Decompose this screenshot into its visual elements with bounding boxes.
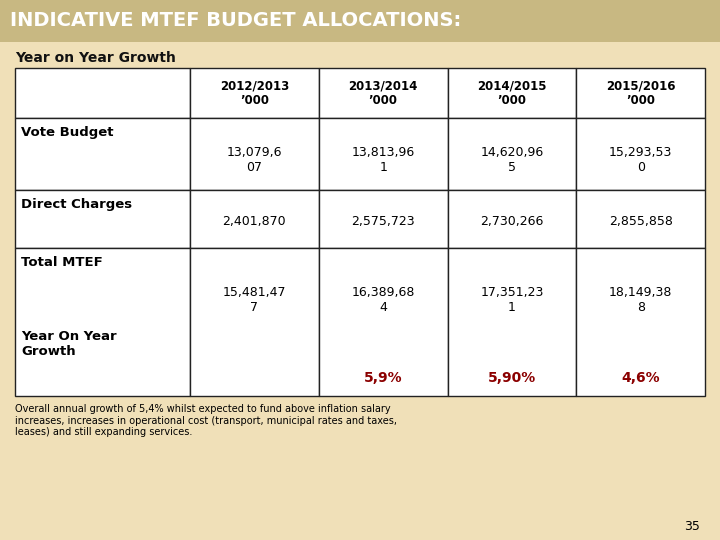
Text: 2,575,723: 2,575,723 <box>351 214 415 227</box>
FancyBboxPatch shape <box>448 68 576 118</box>
Text: 2015/2016
’000: 2015/2016 ’000 <box>606 79 675 107</box>
Text: 5,9%: 5,9% <box>364 371 402 385</box>
Text: 13,813,96
1: 13,813,96 1 <box>351 146 415 174</box>
FancyBboxPatch shape <box>190 190 319 248</box>
FancyBboxPatch shape <box>15 118 190 190</box>
Text: 2,855,858: 2,855,858 <box>608 214 672 227</box>
Text: Total MTEF: Total MTEF <box>21 256 103 269</box>
FancyBboxPatch shape <box>190 248 319 396</box>
Text: 17,351,23
1: 17,351,23 1 <box>480 286 544 314</box>
Text: 15,293,53
0: 15,293,53 0 <box>609 146 672 174</box>
Text: 2,730,266: 2,730,266 <box>480 214 544 227</box>
FancyBboxPatch shape <box>15 68 190 118</box>
Text: 15,481,47
7: 15,481,47 7 <box>222 286 286 314</box>
Text: Vote Budget: Vote Budget <box>21 126 114 139</box>
FancyBboxPatch shape <box>15 248 190 396</box>
FancyBboxPatch shape <box>448 190 576 248</box>
FancyBboxPatch shape <box>576 190 705 248</box>
Text: 2012/2013
’000: 2012/2013 ’000 <box>220 79 289 107</box>
Text: 2014/2015
’000: 2014/2015 ’000 <box>477 79 546 107</box>
FancyBboxPatch shape <box>319 68 448 118</box>
FancyBboxPatch shape <box>448 248 576 396</box>
FancyBboxPatch shape <box>576 118 705 190</box>
Text: 4,6%: 4,6% <box>621 371 660 385</box>
Text: 2,401,870: 2,401,870 <box>222 214 286 227</box>
FancyBboxPatch shape <box>576 68 705 118</box>
FancyBboxPatch shape <box>15 190 190 248</box>
Text: Overall annual growth of 5,4% whilst expected to fund above inflation salary
inc: Overall annual growth of 5,4% whilst exp… <box>15 404 397 437</box>
Text: 14,620,96
5: 14,620,96 5 <box>480 146 544 174</box>
FancyBboxPatch shape <box>576 248 705 396</box>
Text: INDICATIVE MTEF BUDGET ALLOCATIONS:: INDICATIVE MTEF BUDGET ALLOCATIONS: <box>10 11 462 30</box>
Text: Year On Year
Growth: Year On Year Growth <box>21 330 117 358</box>
FancyBboxPatch shape <box>319 118 448 190</box>
Text: 35: 35 <box>684 519 700 532</box>
FancyBboxPatch shape <box>190 118 319 190</box>
Text: 2013/2014
’000: 2013/2014 ’000 <box>348 79 418 107</box>
Text: 18,149,38
8: 18,149,38 8 <box>609 286 672 314</box>
Text: 16,389,68
4: 16,389,68 4 <box>351 286 415 314</box>
Text: 5,90%: 5,90% <box>487 371 536 385</box>
FancyBboxPatch shape <box>448 118 576 190</box>
FancyBboxPatch shape <box>0 0 720 42</box>
Text: Direct Charges: Direct Charges <box>21 198 132 211</box>
Text: Year on Year Growth: Year on Year Growth <box>15 51 176 65</box>
Text: 13,079,6
07: 13,079,6 07 <box>227 146 282 174</box>
FancyBboxPatch shape <box>190 68 319 118</box>
FancyBboxPatch shape <box>319 190 448 248</box>
FancyBboxPatch shape <box>319 248 448 396</box>
